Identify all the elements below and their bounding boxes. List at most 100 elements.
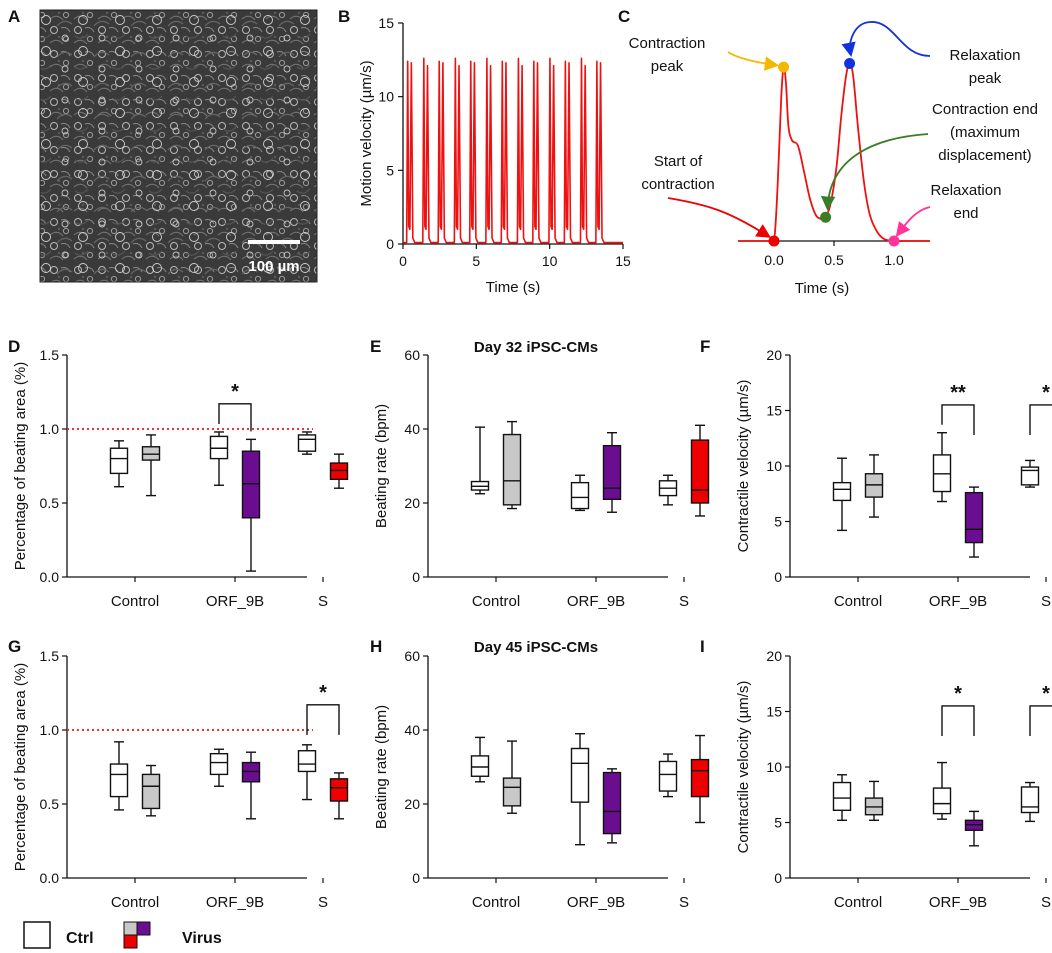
y-tick-label: 5	[386, 162, 394, 178]
significance-bracket	[1029, 705, 1052, 736]
y-axis-label: Motion velocity (µm/s)	[358, 60, 375, 206]
micrograph: 100 µm	[39, 9, 318, 283]
box-control-ctrl	[470, 736, 490, 783]
annotation-contraction-peak: Contraction	[629, 35, 706, 52]
y-tick-label: 0	[386, 236, 394, 252]
series-line-velocity	[403, 57, 623, 244]
box-orf9b-virus	[602, 432, 622, 513]
y-tick-label: 40	[404, 421, 420, 437]
panel-letter-i: I	[700, 637, 705, 656]
legend-virus-label: Virus	[182, 930, 222, 947]
box-control-virus	[864, 454, 884, 518]
x-tick-label: 0	[399, 253, 407, 269]
arrow-contraction-peak	[727, 51, 780, 71]
significance-bracket	[218, 403, 252, 432]
box-iqr	[241, 450, 261, 519]
box-s-ctrl	[1020, 459, 1040, 488]
box-iqr	[658, 760, 678, 792]
box-iqr	[1020, 786, 1040, 814]
arrow-start	[667, 197, 772, 238]
box-orf9b-ctrl	[570, 474, 590, 512]
y-tick-label: 20	[766, 648, 782, 664]
y-tick-label: 0.0	[40, 569, 60, 585]
x-tick-label: 15	[615, 253, 631, 269]
x-tick-label: Control	[834, 894, 882, 911]
box-iqr	[602, 444, 622, 500]
box-iqr	[141, 446, 161, 461]
panel-letter-c: C	[618, 7, 630, 26]
box-iqr	[602, 771, 622, 835]
y-tick-label: 1.0	[40, 722, 60, 738]
legend: Ctrl Virus	[23, 921, 222, 949]
point-relaxation-end	[888, 235, 900, 247]
legend-virus-swatch-purple	[136, 921, 151, 936]
y-tick-label: 0	[774, 870, 782, 886]
box-s-virus	[690, 734, 710, 824]
arrow-contraction-end	[820, 133, 929, 211]
x-tick-label: S	[1041, 593, 1051, 610]
box-orf9b-virus	[964, 810, 984, 847]
significance-bracket	[1029, 404, 1052, 435]
y-tick-label: 0.5	[40, 796, 60, 812]
legend-ctrl-swatch	[23, 921, 51, 949]
panel-e-beating-rate-day32: 0 20 40 60 Beating rate (bpm) Control ORF_9B S	[373, 347, 710, 610]
y-tick-label: 5	[774, 514, 782, 530]
box-iqr	[209, 435, 229, 460]
annotation-relaxation-peak: peak	[969, 70, 1002, 87]
x-tick-label: S	[318, 593, 328, 610]
significance-label: *	[1042, 683, 1050, 705]
x-tick-label: 1.0	[884, 252, 904, 268]
box-control-virus	[141, 764, 161, 817]
box-iqr	[502, 777, 522, 807]
y-axis-label: Contractile velocity (µm/s)	[735, 681, 752, 854]
box-s-virus	[329, 772, 349, 820]
box-iqr	[241, 761, 261, 783]
y-tick-label: 0	[412, 569, 420, 585]
x-tick-label: ORF_9B	[929, 894, 987, 911]
x-tick-label: ORF_9B	[929, 593, 987, 610]
box-iqr	[329, 778, 349, 802]
significance-label: *	[1042, 382, 1050, 404]
box-s-ctrl	[1020, 781, 1040, 823]
y-tick-label: 1.5	[40, 648, 60, 664]
box-iqr	[297, 434, 317, 452]
box-iqr	[832, 781, 852, 811]
x-tick-label: ORF_9B	[206, 593, 264, 610]
y-tick-label: 0.0	[40, 870, 60, 886]
y-tick-label: 60	[404, 347, 420, 363]
y-tick-label: 0.5	[40, 495, 60, 511]
box-iqr	[109, 763, 129, 798]
box-orf9b-ctrl	[932, 761, 952, 820]
y-tick-label: 40	[404, 722, 420, 738]
box-control-ctrl	[109, 741, 129, 811]
box-control-ctrl	[832, 457, 852, 532]
x-tick-label: ORF_9B	[567, 593, 625, 610]
y-tick-label: 10	[378, 89, 394, 105]
point-start	[768, 235, 780, 247]
y-tick-label: 20	[766, 347, 782, 363]
box-iqr	[1020, 466, 1040, 486]
box-iqr	[964, 491, 984, 544]
x-tick-label: Control	[472, 593, 520, 610]
legend-virus-swatch-red	[123, 934, 138, 949]
significance-bracket	[941, 705, 975, 736]
annotation-relaxation-end: end	[953, 205, 978, 222]
box-iqr	[690, 439, 710, 504]
box-s-ctrl	[297, 744, 317, 801]
x-tick-label: Control	[111, 593, 159, 610]
y-tick-label: 15	[378, 15, 394, 31]
annotation-contraction-end: displacement)	[938, 147, 1031, 164]
panel-letter-f: F	[700, 337, 710, 356]
x-tick-label: 0.5	[824, 252, 844, 268]
annotation-relaxation-peak: Relaxation	[950, 47, 1021, 64]
y-tick-label: 10	[766, 458, 782, 474]
panel-i-contractile-velocity-day45: 0 5 10 15 20 Contractile velocity (µm/s) Contr…	[735, 648, 1052, 911]
y-axis-label: Beating rate (bpm)	[373, 404, 390, 528]
x-tick-label: ORF_9B	[567, 894, 625, 911]
box-control-virus	[141, 434, 161, 497]
box-s-virus	[329, 453, 349, 489]
y-tick-label: 15	[766, 403, 782, 419]
series-line-schematic	[738, 62, 930, 246]
box-orf9b-virus	[964, 486, 984, 558]
y-tick-label: 1.5	[40, 347, 60, 363]
